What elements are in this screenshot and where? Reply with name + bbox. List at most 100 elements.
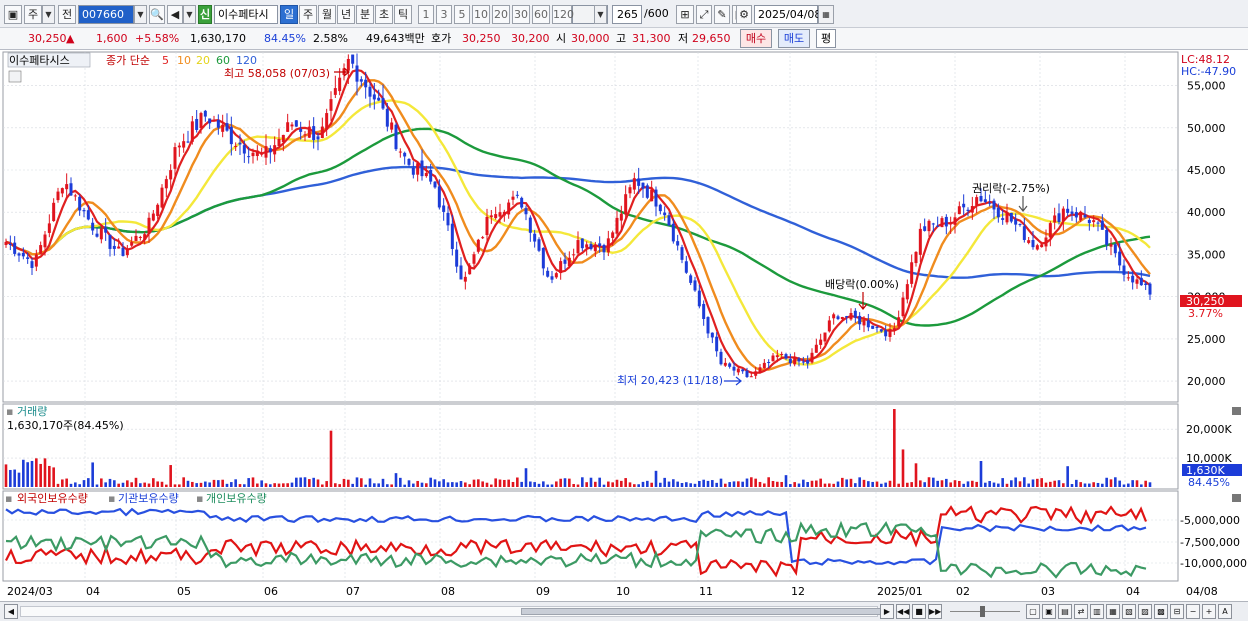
candle-body xyxy=(95,233,99,237)
tab-period-0[interactable]: 일 xyxy=(280,5,298,24)
layout-icon-5[interactable]: ▥ xyxy=(1090,604,1104,619)
scroll-thumb[interactable] xyxy=(521,608,881,615)
volume-bar xyxy=(758,481,762,487)
zoom-slider[interactable] xyxy=(950,605,1020,618)
candle-body xyxy=(606,238,610,253)
stock-chart[interactable]: 55,00050,00045,00040,00035,00030,00025,0… xyxy=(0,50,1248,601)
speaker-dropdown-icon[interactable]: ▼ xyxy=(183,5,196,24)
ownership-close-icon[interactable] xyxy=(1232,494,1241,502)
candle-body xyxy=(151,213,155,221)
candle-body xyxy=(160,187,164,208)
open-price: 30,000 xyxy=(571,32,610,45)
rewind-icon[interactable]: ◀◀ xyxy=(896,604,910,619)
layout-icon-8[interactable]: ▨ xyxy=(1138,604,1152,619)
interval-button-30[interactable]: 30 xyxy=(512,5,530,24)
period-dropdown-icon[interactable]: ▼ xyxy=(42,5,55,24)
candle-body xyxy=(689,275,693,283)
font-size-icon[interactable]: A xyxy=(1218,604,1232,619)
draw-icon[interactable]: ✎ xyxy=(714,5,730,24)
interval-dropdown-icon[interactable]: ▼ xyxy=(594,5,607,24)
forward-icon[interactable]: ▶▶ xyxy=(928,604,942,619)
eval-button[interactable]: 평 xyxy=(816,29,836,48)
interval-button-10[interactable]: 10 xyxy=(472,5,490,24)
layout-icon-3[interactable]: ▤ xyxy=(1058,604,1072,619)
speaker-icon[interactable]: ◀ xyxy=(167,5,183,24)
candle-body xyxy=(325,113,329,130)
scroll-right-icon[interactable]: ▶ xyxy=(880,604,894,619)
layout-icon-2[interactable]: ▣ xyxy=(1042,604,1056,619)
tab-period-1[interactable]: 주 xyxy=(299,5,317,24)
candle-body xyxy=(1070,211,1074,214)
interval-button-3[interactable]: 3 xyxy=(436,5,452,24)
volume-bar xyxy=(771,481,775,487)
tab-period-2[interactable]: 월 xyxy=(318,5,336,24)
tab-period-3[interactable]: 년 xyxy=(337,5,355,24)
scroll-left-icon[interactable]: ◀ xyxy=(4,604,18,619)
window-icon[interactable]: ▣ xyxy=(4,5,22,24)
tab-period-6[interactable]: 틱 xyxy=(394,5,412,24)
candle-body xyxy=(47,223,51,233)
layout-icon-10[interactable]: ⊟ xyxy=(1170,604,1184,619)
layout-icon-9[interactable]: ▩ xyxy=(1154,604,1168,619)
volume-bar xyxy=(56,483,60,487)
calculator-icon[interactable] xyxy=(8,70,22,83)
volume-bar xyxy=(641,481,645,487)
layout-icon-6[interactable]: ▦ xyxy=(1106,604,1120,619)
layout-icon-4[interactable]: ⇄ xyxy=(1074,604,1088,619)
zoom-out-icon[interactable]: − xyxy=(1186,604,1200,619)
sell-button[interactable]: 매도 xyxy=(778,29,810,48)
calendar-icon[interactable]: ▦ xyxy=(818,5,834,24)
stock-title-box[interactable] xyxy=(7,52,91,68)
stock-code-input[interactable]: 007660 xyxy=(78,5,134,24)
volume-bar xyxy=(1057,480,1061,487)
candle-body xyxy=(637,178,641,186)
interval-button-120[interactable]: 120 xyxy=(552,5,574,24)
interval-button-20[interactable]: 20 xyxy=(492,5,510,24)
volume-bar xyxy=(819,478,822,487)
bar-count-input[interactable]: 265 xyxy=(612,5,642,24)
tool-icon[interactable]: ⊞ xyxy=(676,5,694,24)
zoom-in-icon[interactable]: + xyxy=(1202,604,1216,619)
layout-icon-7[interactable]: ▧ xyxy=(1122,604,1136,619)
candle-body xyxy=(667,215,671,226)
volume-bar xyxy=(914,463,918,487)
date-input[interactable]: 2025/04/08 xyxy=(754,5,821,24)
candle-body xyxy=(73,195,77,197)
candle-body xyxy=(1148,283,1152,295)
volume-bar xyxy=(984,482,987,487)
tab-period-5[interactable]: 초 xyxy=(375,5,393,24)
buy-button[interactable]: 매수 xyxy=(740,29,772,48)
volume-bar xyxy=(82,480,86,487)
last-volume-pct: 84.45% xyxy=(1188,476,1230,489)
settings-icon[interactable]: ⚙ xyxy=(736,5,752,24)
candle-body xyxy=(1083,214,1087,218)
volume-bar xyxy=(282,483,285,487)
period-primary-button[interactable]: 주 xyxy=(24,5,42,24)
turnover-rate: 2.58% xyxy=(313,32,348,45)
candle-body xyxy=(416,163,420,175)
candle-body xyxy=(173,147,177,169)
prev-button[interactable]: 전 xyxy=(58,5,76,24)
interval-button-5[interactable]: 5 xyxy=(454,5,470,24)
scroll-track[interactable] xyxy=(20,606,881,617)
volume-bar xyxy=(975,481,978,487)
candle-body xyxy=(927,220,931,232)
volume-bar xyxy=(550,484,554,487)
search-icon[interactable]: 🔍 xyxy=(149,5,165,24)
stock-name-field[interactable]: 이수페타시 xyxy=(214,5,278,24)
volume-bar xyxy=(646,480,649,487)
crosshair-icon[interactable]: ⤢ xyxy=(696,5,712,24)
code-dropdown-icon[interactable]: ▼ xyxy=(134,5,147,24)
candle-body xyxy=(520,197,524,208)
volume-bar xyxy=(659,482,662,487)
candle-body xyxy=(905,284,909,300)
stop-icon[interactable]: ■ xyxy=(912,604,926,619)
candle-body xyxy=(1092,220,1096,223)
volume-close-icon[interactable] xyxy=(1232,407,1241,415)
volume-bar xyxy=(108,478,112,487)
layout-icon-1[interactable]: ▢ xyxy=(1026,604,1040,619)
volume-bar xyxy=(884,482,887,487)
interval-button-1[interactable]: 1 xyxy=(418,5,434,24)
tab-period-4[interactable]: 분 xyxy=(356,5,374,24)
interval-button-60[interactable]: 60 xyxy=(532,5,550,24)
